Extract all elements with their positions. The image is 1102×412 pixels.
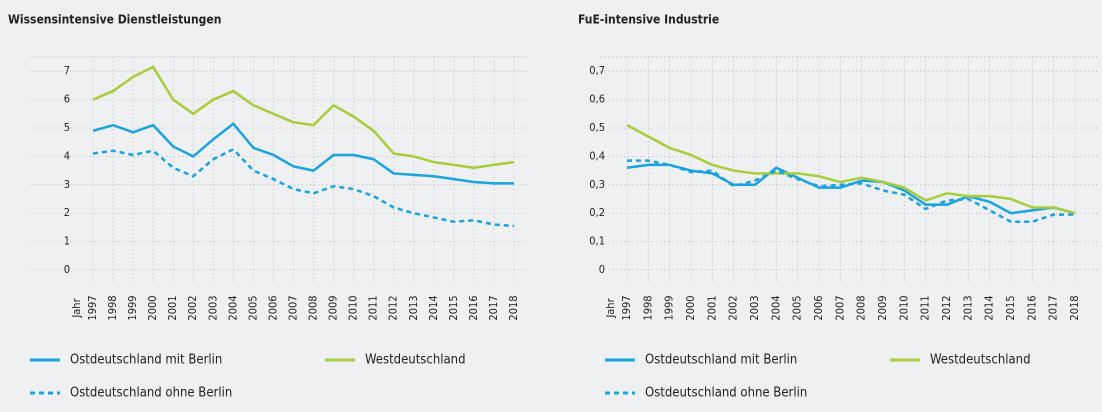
x-tick-label: 2011 — [367, 295, 380, 320]
x-tick-label: 2000 — [684, 295, 697, 320]
legend-label: Ostdeutschland ohne Berlin — [70, 386, 232, 401]
x-tick-label: 2015 — [447, 295, 460, 320]
x-axis-label: Jahr — [70, 297, 83, 318]
x-tick-label: 1997 — [620, 295, 633, 320]
x-tick-label: 2016 — [1025, 295, 1038, 320]
y-tick-label: 0 — [599, 263, 605, 276]
x-tick-label: 2012 — [387, 295, 400, 320]
x-tick-label: 2005 — [791, 295, 804, 320]
x-tick-label: 2003 — [206, 295, 219, 320]
y-tick-label: 0,7 — [589, 64, 605, 77]
legend-label: Westdeutschland — [930, 353, 1031, 368]
x-tick-label: 2011 — [919, 295, 932, 320]
x-tick-label: 2004 — [226, 295, 239, 320]
y-tick-label: 0,3 — [589, 178, 605, 191]
chart-title: Wissensintensive Dienstleistungen — [8, 13, 221, 27]
legend-label: Ostdeutschland mit Berlin — [70, 353, 222, 368]
x-tick-label: 2008 — [307, 295, 320, 320]
y-tick-label: 0,4 — [589, 149, 605, 162]
series-line — [626, 124, 1076, 215]
x-tick-label: 2013 — [407, 295, 420, 320]
x-tick-label: 2009 — [327, 295, 340, 320]
x-tick-label: 1999 — [663, 295, 676, 320]
y-tick-label: 0,2 — [589, 206, 605, 219]
x-tick-label: 2018 — [507, 295, 520, 320]
x-tick-label: 2018 — [1068, 295, 1081, 320]
y-tick-label: 0,5 — [589, 121, 605, 134]
x-tick-label: 2004 — [769, 295, 782, 320]
x-tick-label: 2002 — [186, 295, 199, 320]
x-tick-label: 2001 — [166, 295, 179, 320]
x-tick-label: 1999 — [126, 295, 139, 320]
x-tick-label: 2012 — [940, 295, 953, 320]
x-tick-label: 1997 — [86, 295, 99, 320]
chart-title: FuE-intensive Industrie — [578, 13, 719, 27]
x-tick-label: 2001 — [705, 295, 718, 320]
x-tick-label: 2003 — [748, 295, 761, 320]
x-tick-label: 2016 — [467, 295, 480, 320]
x-tick-label: 2015 — [1004, 295, 1017, 320]
series-line — [627, 159, 1075, 223]
x-tick-label: 2010 — [347, 295, 360, 320]
x-tick-label: 2000 — [146, 295, 159, 320]
series-line — [92, 148, 515, 228]
x-tick-label: 2007 — [286, 295, 299, 320]
x-tick-label: 2005 — [246, 295, 259, 320]
x-tick-label: 2017 — [1047, 295, 1060, 320]
x-tick-label: 2009 — [876, 295, 889, 320]
y-tick-label: 0,1 — [589, 235, 605, 248]
series-line — [626, 163, 1076, 215]
x-tick-label: 2014 — [427, 295, 440, 320]
legend-label: Ostdeutschland mit Berlin — [645, 353, 797, 368]
x-tick-label: 2017 — [487, 295, 500, 320]
x-tick-label: 2006 — [812, 295, 825, 320]
x-tick-label: 2014 — [983, 295, 996, 320]
x-tick-label: 2013 — [961, 295, 974, 320]
x-tick-label: 1998 — [641, 295, 654, 320]
x-tick-label: 2002 — [727, 295, 740, 320]
series-line — [92, 65, 515, 170]
legend-label: Ostdeutschland ohne Berlin — [645, 386, 807, 401]
x-tick-label: 2007 — [833, 295, 846, 320]
series-line — [92, 122, 514, 185]
x-tick-label: 2010 — [897, 295, 910, 320]
x-tick-label: 2008 — [855, 295, 868, 320]
legend-label: Westdeutschland — [365, 353, 466, 368]
y-tick-label: 0,6 — [589, 93, 605, 106]
x-axis-label: Jahr — [604, 297, 617, 318]
x-tick-label: 1998 — [106, 295, 119, 320]
x-tick-label: 2006 — [266, 295, 279, 320]
